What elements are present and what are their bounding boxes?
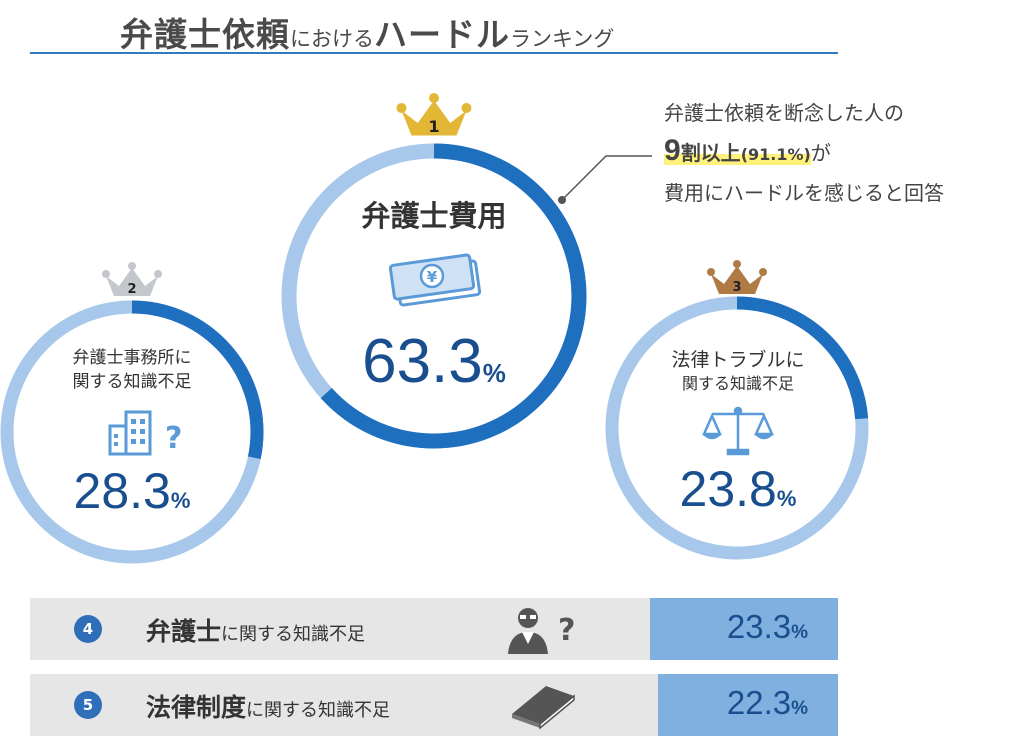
scales-icon <box>702 406 774 456</box>
svg-text:?: ? <box>165 421 182 456</box>
rank-4-label-rest: に関する知識不足 <box>221 624 366 645</box>
rank-5-value: 22.3% <box>727 684 808 722</box>
ring-1-arc <box>281 143 587 449</box>
callout-line-2: 9割以上(91.1%)が <box>664 132 944 174</box>
rank-3-crown-icon: 3 <box>707 260 767 295</box>
callout-highlight-text: 割以上 <box>680 141 741 165</box>
rank-5-label: 法律制度に関する知識不足 <box>146 688 390 724</box>
ring-3-label-line-2: 関する知識不足 <box>681 374 794 393</box>
ring-3-value: 23.8% <box>648 460 828 518</box>
rank-5-label-bold: 法律制度 <box>146 693 247 722</box>
title-part-2: における <box>290 27 374 51</box>
ring-1-label: 弁護士費用 <box>334 198 534 234</box>
ring-2-value: 28.3% <box>42 462 222 520</box>
rank-5-value-number: 22.3 <box>726 684 792 721</box>
callout-text: 弁護士依頼を断念した人の 9割以上(91.1%)が 費用にハードルを感じると回答 <box>664 94 944 212</box>
callout-line-1: 弁護士依頼を断念した人の <box>664 101 904 125</box>
ring-3-value-number: 23.8 <box>679 461 777 517</box>
ring-2-arc <box>0 300 264 564</box>
callout-highlight-paren: (91.1%) <box>740 145 811 164</box>
rank-4-value-unit: % <box>791 622 808 643</box>
title-part-4: ランキング <box>510 27 615 51</box>
callout-highlight: 9割以上(91.1%) <box>664 134 811 167</box>
office-building-question-icon: ? <box>108 410 182 456</box>
svg-text:¥: ¥ <box>427 268 438 286</box>
rank-5-value-unit: % <box>791 698 808 719</box>
ring-1-label-line: 弁護士費用 <box>361 199 507 233</box>
rank-4-label-bold: 弁護士 <box>146 617 222 646</box>
rank-3-crown-number: 3 <box>732 280 741 295</box>
book-icon <box>512 686 575 730</box>
rank-5-badge: 5 <box>74 691 102 719</box>
ring-3-label: 法律トラブルに 関する知識不足 <box>648 348 828 396</box>
callout-connector-line <box>561 155 652 201</box>
yen-banknote-icon: ¥ <box>388 253 482 307</box>
rank-1-crown-number: 1 <box>428 117 439 136</box>
callout-highlight-number: 9 <box>664 134 681 167</box>
rank-1-crown-icon: 1 <box>396 93 472 136</box>
rank-4-value: 23.3% <box>727 608 808 646</box>
ring-3-arc <box>605 296 869 560</box>
title-underline <box>30 52 838 54</box>
ring-1-value: 63.3% <box>314 326 554 397</box>
lawyer-question-icon: ? <box>508 608 575 654</box>
rank-2-crown-number: 2 <box>127 282 136 297</box>
ring-2-value-unit: % <box>170 488 191 513</box>
rank-5-value-box: 22.3% <box>658 674 838 736</box>
ring-1-value-number: 63.3 <box>362 327 483 396</box>
rank-5-label-rest: に関する知識不足 <box>246 700 391 721</box>
page-title: 弁護士依頼におけるハードルランキング <box>120 8 614 56</box>
ring-2-label: 弁護士事務所に 関する知識不足 <box>42 346 222 394</box>
ring-3-label-line-1: 法律トラブルに <box>671 349 805 371</box>
svg-text:?: ? <box>558 613 575 648</box>
ranking-row-5: 5 法律制度に関する知識不足 22.3% <box>30 674 838 736</box>
callout-connector-dot <box>558 196 566 204</box>
ring-2-label-line-2: 関する知識不足 <box>72 372 192 392</box>
ring-2-label-line-1: 弁護士事務所に <box>72 348 192 368</box>
title-part-1: 弁護士依頼 <box>120 15 290 54</box>
rank-4-value-number: 23.3 <box>726 608 792 645</box>
ranking-row-4: 4 弁護士に関する知識不足 ? 23.3% <box>30 598 838 660</box>
ring-2-value-number: 28.3 <box>73 463 171 519</box>
callout-line-3: 費用にハードルを感じると回答 <box>664 181 944 205</box>
rank-4-label: 弁護士に関する知識不足 <box>146 612 365 648</box>
ring-3-value-unit: % <box>776 486 797 511</box>
title-part-3: ハードル <box>374 15 510 54</box>
ring-1-value-unit: % <box>482 358 506 388</box>
rank-4-badge: 4 <box>74 615 102 643</box>
rank-4-value-box: 23.3% <box>650 598 838 660</box>
rank-2-crown-icon: 2 <box>102 262 162 297</box>
callout-line-2-suffix: が <box>810 141 831 165</box>
